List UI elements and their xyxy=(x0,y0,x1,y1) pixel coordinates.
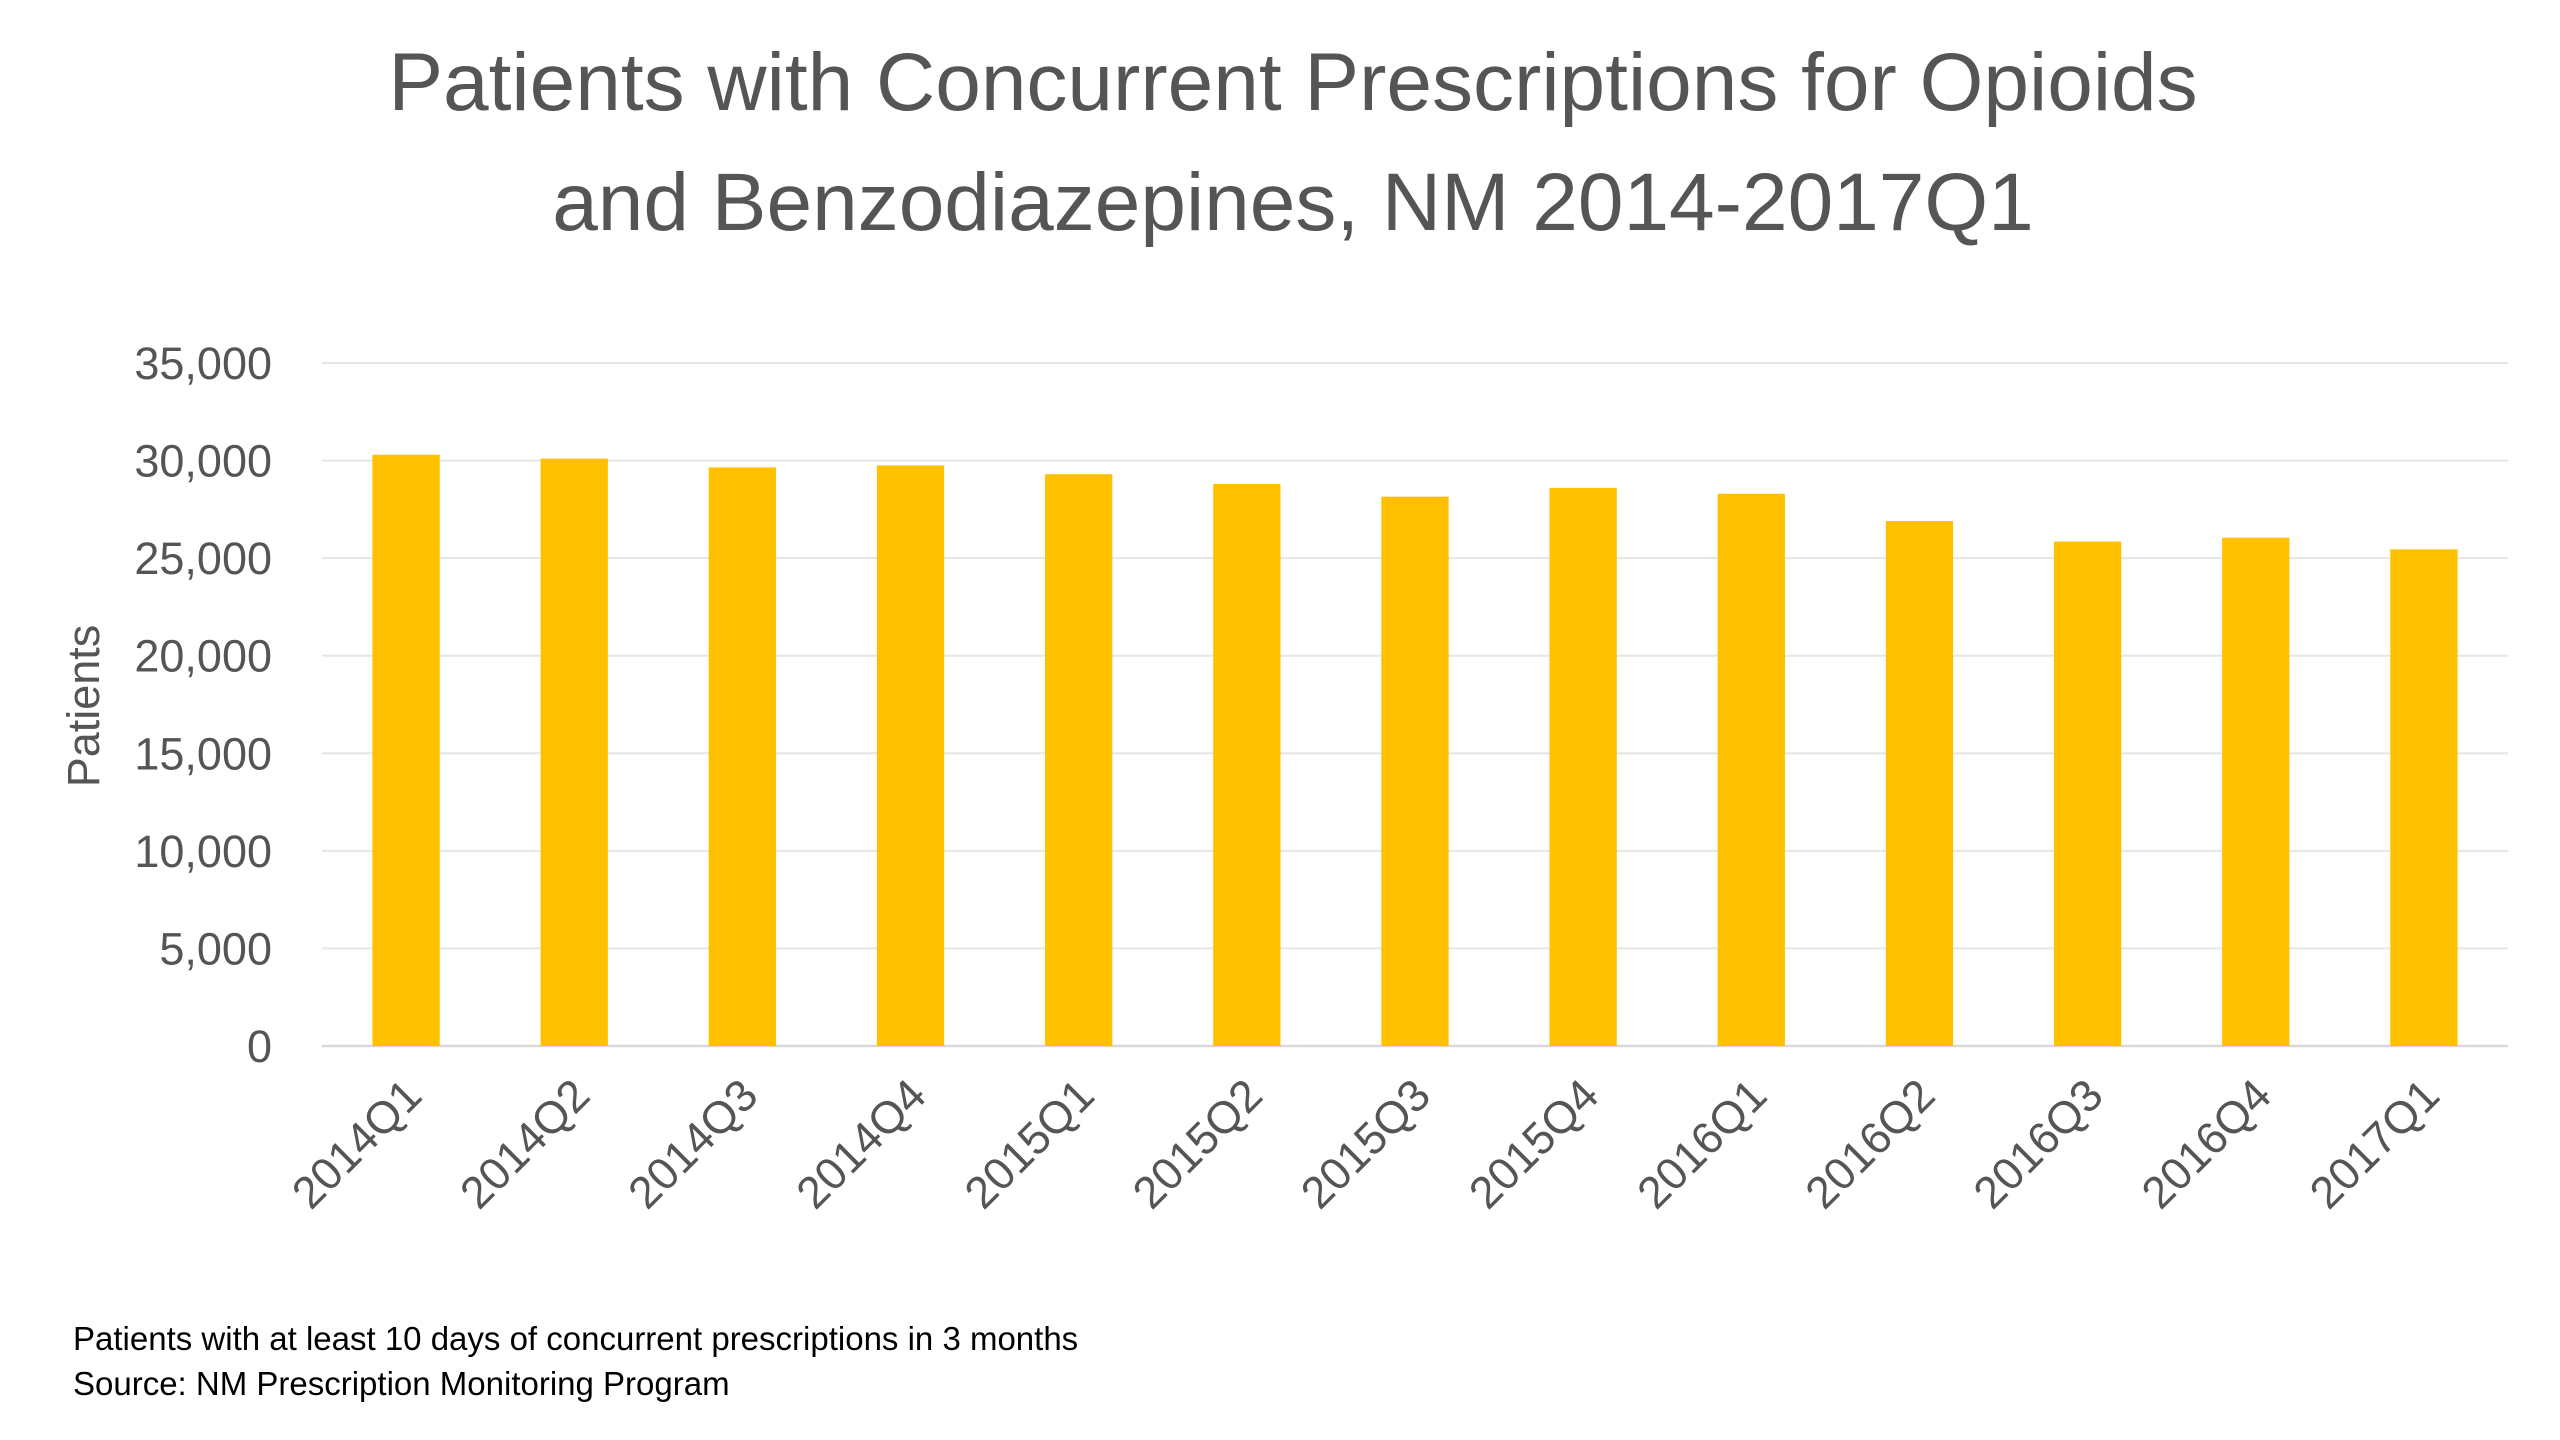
footnote-definition: Patients with at least 10 days of concur… xyxy=(73,1320,1078,1357)
x-tick-label: 2015Q4 xyxy=(1459,1069,1608,1218)
chart-title-line-1: Patients with Concurrent Prescriptions f… xyxy=(388,37,2197,128)
x-axis-ticks: 2014Q1 2014Q2 2014Q3 2014Q4 2015Q1 2015Q2 2015… xyxy=(282,1069,2449,1218)
footnote-source: Source: NM Prescription Monitoring Progr… xyxy=(73,1365,730,1402)
x-tick-label: 2016Q2 xyxy=(1795,1069,1944,1218)
bar-2016q2 xyxy=(1885,521,1954,1046)
y-tick-label: 25,000 xyxy=(134,533,272,584)
x-tick-label: 2014Q1 xyxy=(282,1069,431,1218)
y-tick-label: 35,000 xyxy=(134,338,272,389)
y-axis-title: Patients xyxy=(58,625,109,788)
y-tick-label: 5,000 xyxy=(159,923,272,974)
x-tick-label: 2016Q1 xyxy=(1627,1069,1776,1218)
x-tick-label: 2015Q3 xyxy=(1291,1069,1440,1218)
bar-2016q3 xyxy=(2053,541,2122,1046)
bar-2014q1 xyxy=(372,454,440,1046)
x-tick-label: 2014Q3 xyxy=(618,1069,767,1218)
x-tick-label: 2014Q2 xyxy=(450,1069,599,1218)
y-tick-label: 20,000 xyxy=(134,631,272,682)
chart-title: Patients with Concurrent Prescriptions f… xyxy=(388,37,2197,248)
y-axis-ticks: 0 5,000 10,000 15,000 20,000 25,000 30,000 35,0… xyxy=(134,338,272,1072)
bar-2015q4 xyxy=(1549,487,1617,1046)
bars xyxy=(372,454,2458,1046)
x-tick-label: 2015Q1 xyxy=(954,1069,1103,1218)
bar-2017q1 xyxy=(2390,549,2458,1046)
bar-2015q3 xyxy=(1381,496,1449,1046)
x-tick-label: 2015Q2 xyxy=(1123,1069,1272,1218)
chart-title-line-2: and Benzodiazepines, NM 2014-2017Q1 xyxy=(552,157,2034,248)
footnotes: Patients with at least 10 days of concur… xyxy=(73,1320,1078,1402)
y-tick-label: 15,000 xyxy=(134,728,272,779)
bar-2015q2 xyxy=(1213,483,1281,1046)
bar-2014q3 xyxy=(708,467,777,1046)
bar-2016q4 xyxy=(2222,537,2290,1046)
y-tick-label: 0 xyxy=(247,1021,272,1072)
y-tick-label: 10,000 xyxy=(134,826,272,877)
x-tick-label: 2014Q4 xyxy=(786,1069,935,1218)
y-tick-label: 30,000 xyxy=(134,436,272,487)
bar-2016q1 xyxy=(1717,493,1785,1046)
x-tick-label: 2016Q3 xyxy=(1963,1069,2112,1218)
x-tick-label: 2016Q4 xyxy=(2132,1069,2281,1218)
bar-2014q2 xyxy=(540,458,608,1046)
bar-2014q4 xyxy=(876,465,945,1046)
bar-2015q1 xyxy=(1045,474,1113,1046)
x-tick-label: 2017Q1 xyxy=(2300,1069,2449,1218)
